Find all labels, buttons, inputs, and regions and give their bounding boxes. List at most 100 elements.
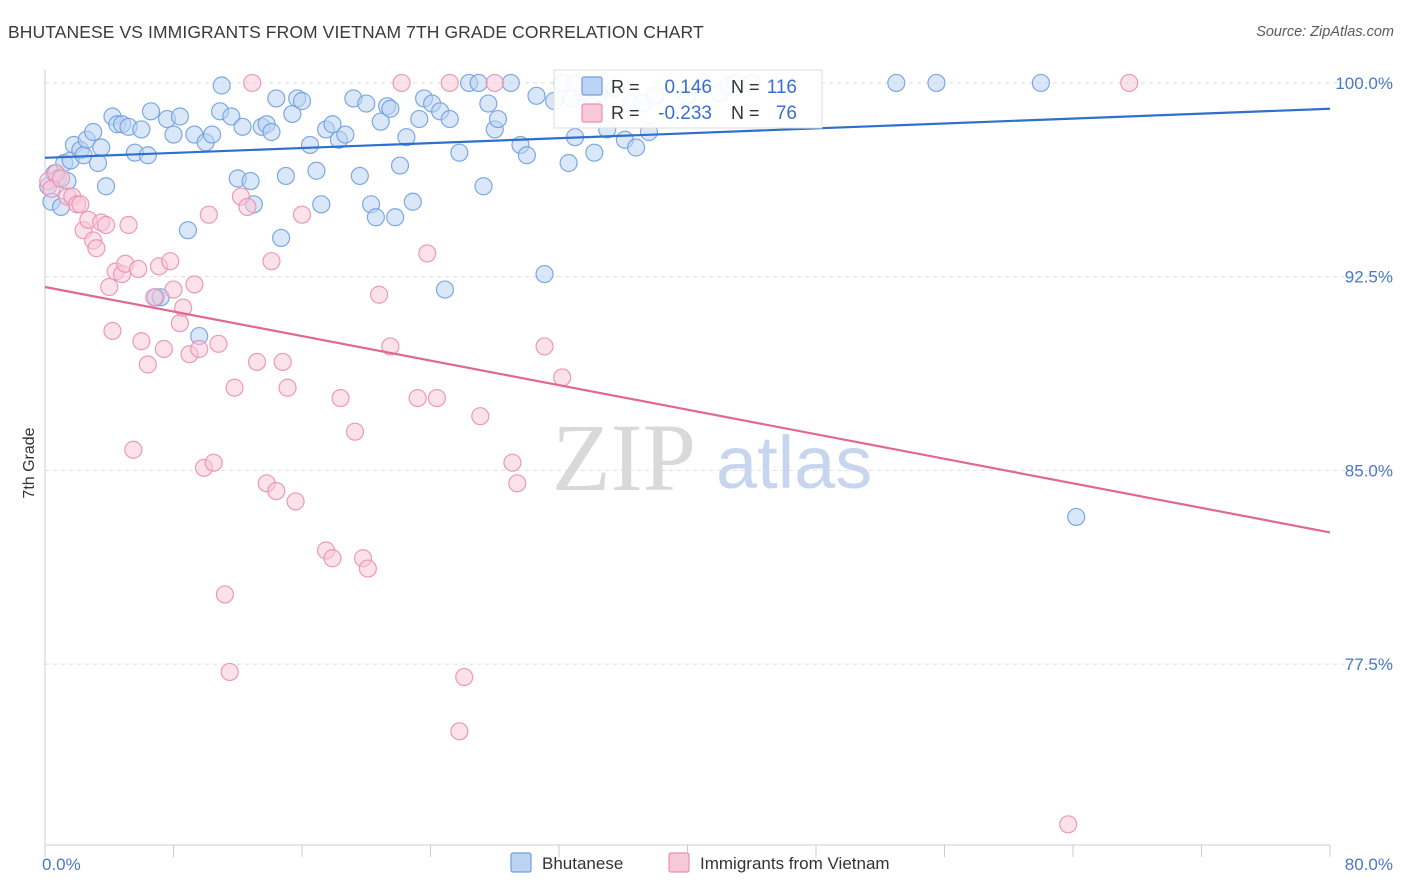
legend-swatch-bhutanese — [510, 852, 532, 873]
chart-title: BHUTANESE VS IMMIGRANTS FROM VIETNAM 7TH… — [8, 22, 704, 42]
data-point-bhutanese — [132, 120, 151, 139]
data-point-bhutanese — [96, 177, 116, 196]
data-point-bhutanese — [371, 112, 390, 131]
data-point-vietnam — [138, 355, 157, 374]
data-point-vietnam — [273, 352, 292, 372]
data-point-vietnam — [1059, 815, 1078, 834]
legend: Bhutanese Immigrants from Vietnam — [510, 852, 890, 873]
data-point-vietnam — [323, 549, 342, 568]
stats-r-value-1: 0.146 — [664, 77, 712, 98]
data-point-vietnam — [103, 321, 122, 341]
x-tick-label-min: 0.0% — [42, 855, 81, 874]
data-point-bhutanese — [222, 107, 241, 126]
data-point-vietnam — [129, 259, 148, 279]
data-point-vietnam — [370, 285, 389, 304]
data-point-bhutanese — [403, 192, 422, 211]
data-point-bhutanese — [233, 117, 252, 136]
data-point-bhutanese — [202, 125, 222, 144]
data-point-vietnam — [455, 667, 474, 687]
data-point-bhutanese — [307, 161, 326, 180]
data-point-vietnam — [96, 215, 116, 235]
chart-source: Source: ZipAtlas.com — [1256, 24, 1394, 40]
stats-r-label-1: R = — [611, 77, 640, 97]
data-point-vietnam — [503, 453, 522, 472]
data-point-bhutanese — [336, 125, 355, 144]
data-point-bhutanese — [1067, 507, 1086, 527]
data-point-bhutanese — [527, 86, 546, 105]
data-point-vietnam — [100, 277, 119, 297]
y-tick-label: 92.5% — [1345, 268, 1393, 287]
data-point-bhutanese — [469, 73, 488, 93]
data-point-vietnam — [161, 252, 180, 271]
data-point-vietnam — [87, 239, 106, 258]
data-point-bhutanese — [535, 264, 554, 284]
data-point-bhutanese — [585, 143, 604, 162]
data-point-bhutanese — [927, 73, 946, 93]
data-point-vietnam — [154, 339, 173, 359]
trend-lines — [44, 107, 1331, 534]
data-point-vietnam — [238, 197, 257, 217]
data-point-bhutanese — [141, 102, 161, 121]
data-point-vietnam — [408, 388, 427, 408]
data-point-bhutanese — [292, 91, 312, 111]
data-point-vietnam — [215, 585, 234, 604]
data-point-bhutanese — [366, 208, 385, 227]
data-point-vietnam — [262, 252, 281, 271]
data-point-bhutanese — [626, 138, 646, 157]
data-point-vietnam — [247, 352, 267, 372]
data-point-vietnam — [278, 378, 297, 397]
axes — [44, 70, 1331, 857]
data-point-vietnam — [220, 662, 239, 682]
data-point-vietnam — [243, 73, 262, 93]
data-point-bhutanese — [241, 171, 260, 191]
data-point-vietnam — [1120, 73, 1139, 93]
data-point-vietnam — [185, 275, 204, 294]
data-point-bhutanese — [488, 109, 508, 129]
data-point-vietnam — [209, 334, 228, 353]
data-point-bhutanese — [381, 99, 400, 118]
data-point-bhutanese — [92, 138, 111, 157]
data-point-vietnam — [471, 407, 490, 426]
data-point-bhutanese — [517, 146, 536, 165]
legend-swatch-vietnam — [668, 852, 690, 873]
data-point-vietnam — [292, 205, 312, 224]
data-point-bhutanese — [410, 109, 429, 129]
legend-label-vietnam: Immigrants from Vietnam — [700, 854, 890, 873]
stats-swatch-vietnam — [581, 103, 603, 123]
data-point-bhutanese — [262, 122, 281, 142]
stats-swatch-bhutanese — [581, 76, 603, 96]
data-point-vietnam — [508, 474, 527, 493]
data-point-bhutanese — [164, 125, 183, 144]
data-point-bhutanese — [267, 89, 286, 108]
stats-r-value-2: -0.233 — [658, 103, 712, 124]
data-point-bhutanese — [350, 166, 369, 186]
data-point-vietnam — [535, 337, 554, 356]
y-axis-title: 7th Grade — [21, 427, 38, 498]
data-point-vietnam — [358, 559, 377, 578]
data-point-vietnam — [440, 73, 459, 93]
data-point-vietnam — [450, 722, 469, 741]
data-point-bhutanese — [887, 73, 906, 93]
data-point-bhutanese — [138, 146, 157, 165]
data-point-bhutanese — [84, 122, 103, 142]
data-point-vietnam — [427, 388, 447, 408]
watermark-zip: ZIP — [552, 404, 696, 511]
data-point-bhutanese — [312, 195, 331, 214]
stats-n-label-1: N = — [731, 77, 760, 97]
data-point-vietnam — [553, 368, 572, 387]
data-point-bhutanese — [501, 73, 520, 93]
data-point-vietnam — [71, 195, 90, 214]
data-point-vietnam — [225, 378, 244, 397]
data-point-vietnam — [132, 332, 151, 351]
data-point-bhutanese — [559, 153, 578, 173]
grid-lines — [45, 82, 1392, 665]
data-point-vietnam — [381, 337, 400, 356]
data-point-bhutanese — [357, 94, 376, 113]
data-point-bhutanese — [397, 128, 416, 147]
data-point-bhutanese — [479, 94, 498, 113]
data-point-bhutanese — [386, 208, 405, 227]
data-point-bhutanese — [300, 135, 320, 155]
trend-line-vietnam — [44, 285, 1331, 534]
data-point-vietnam — [119, 215, 138, 235]
data-point-vietnam — [345, 422, 365, 441]
